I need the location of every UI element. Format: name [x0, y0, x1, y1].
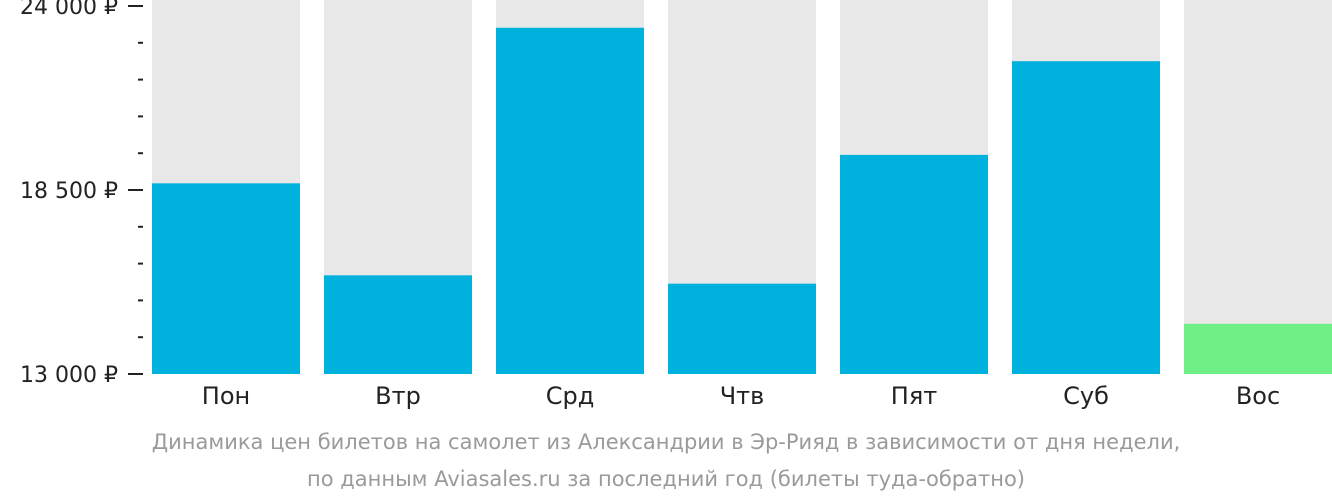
x-tick-label: Суб: [1063, 382, 1109, 410]
chart-caption-line-1: Динамика цен билетов на самолет из Алекс…: [151, 430, 1181, 454]
bar-6: [1012, 61, 1160, 374]
x-tick-label: Срд: [546, 382, 595, 410]
y-tick-label: 18 500 ₽: [20, 179, 118, 204]
bar-2: [324, 275, 472, 374]
x-axis: Пон Втр Срд Чтв Пят Суб Вос: [202, 382, 1280, 410]
bar-7: [1184, 323, 1332, 374]
bar-5: [840, 154, 988, 374]
y-tick-label: 13 000 ₽: [20, 363, 118, 388]
chart-caption-line-2: по данным Aviasales.ru за последний год …: [307, 467, 1025, 491]
x-tick-label: Втр: [375, 382, 421, 410]
x-tick-label: Пят: [891, 382, 937, 410]
bar-1: [152, 183, 300, 374]
x-tick-label: Чтв: [720, 382, 765, 410]
y-axis: 24 000 ₽ 18 500 ₽ 13 000 ₽: [20, 0, 143, 388]
bars: [152, 27, 1332, 375]
y-tick-label: 24 000 ₽: [20, 0, 118, 20]
bar-3: [496, 27, 644, 375]
x-tick-label: Вос: [1236, 382, 1280, 410]
bar-4: [668, 283, 816, 374]
column-background-7: [1184, 0, 1332, 374]
x-tick-label: Пон: [202, 382, 250, 410]
